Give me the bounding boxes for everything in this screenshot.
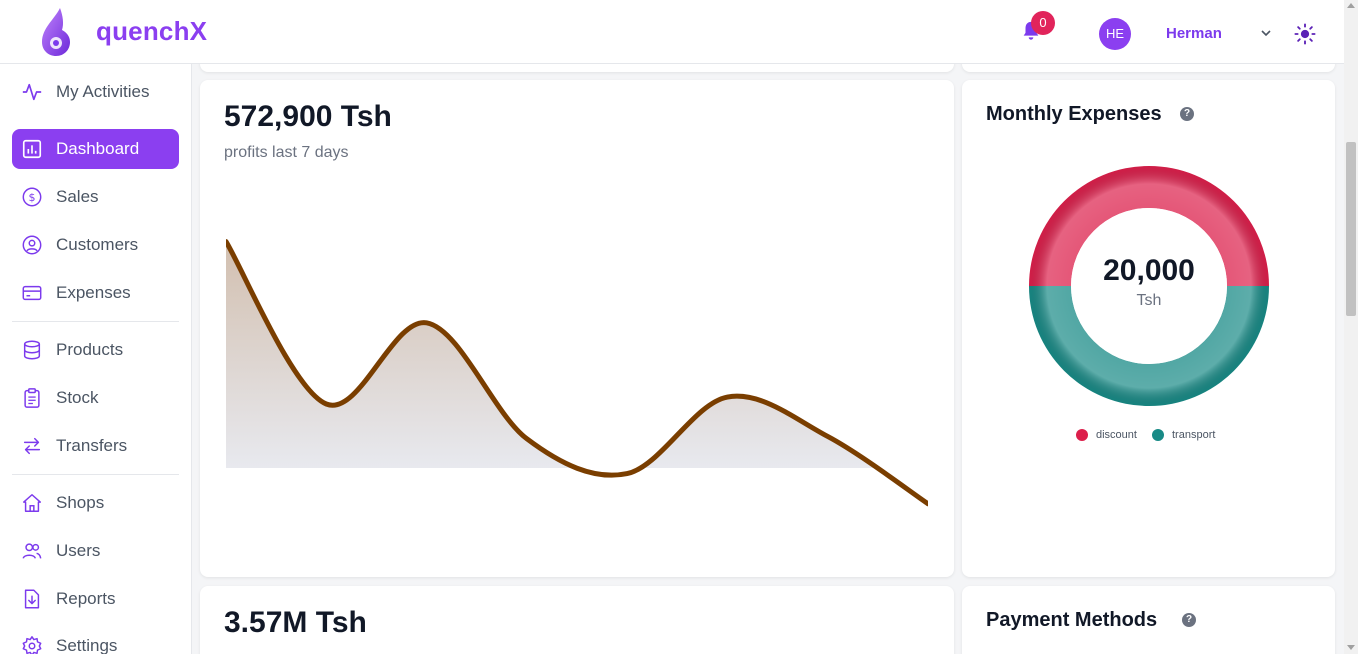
- sidebar-item-products[interactable]: Products: [12, 330, 179, 370]
- sidebar-item-label: Reports: [56, 589, 116, 608]
- sidebar-item-users[interactable]: Users: [12, 531, 179, 571]
- chart-icon: [22, 139, 42, 159]
- sidebar-item-shops[interactable]: Shops: [12, 483, 179, 523]
- sidebar-item-label: Expenses: [56, 283, 131, 302]
- sidebar-divider: [12, 474, 179, 475]
- legend-label: discount: [1096, 429, 1137, 441]
- activity-icon: [22, 83, 42, 101]
- monthly-expenses-title: Monthly Expenses: [986, 103, 1162, 125]
- expenses-donut-chart: [1029, 166, 1269, 406]
- donut-center-value: 20,000: [1103, 254, 1195, 287]
- database-icon: [23, 340, 41, 360]
- sidebar-item-transfers[interactable]: Transfers: [12, 426, 179, 466]
- help-icon[interactable]: ?: [1180, 107, 1194, 121]
- sidebar-item-label: Stock: [56, 388, 99, 407]
- profit-area-chart: [226, 239, 928, 507]
- profit-series-line: [226, 239, 928, 507]
- sidebar-item-sales[interactable]: $ Sales: [12, 177, 179, 217]
- user-avatar[interactable]: HE: [1099, 18, 1131, 50]
- sidebar-item-reports[interactable]: Reports: [12, 579, 179, 619]
- revenue-card: [200, 586, 954, 654]
- user-circle-icon: [22, 235, 42, 255]
- brand-name[interactable]: quenchX: [96, 16, 208, 46]
- scroll-up-arrow-icon[interactable]: [1347, 3, 1355, 8]
- donut-hole: [1071, 208, 1227, 364]
- sidebar-item-label: Dashboard: [56, 139, 140, 158]
- profit-value: 572,900 Tsh: [224, 100, 392, 133]
- quenchx-logo-icon[interactable]: [36, 6, 76, 58]
- page-scrollbar[interactable]: [1344, 0, 1358, 654]
- dollar-icon: $: [22, 187, 42, 207]
- notification-count-badge: 0: [1031, 11, 1055, 35]
- sidebar-item-stock[interactable]: Stock: [12, 378, 179, 418]
- legend-swatch: [1076, 429, 1088, 441]
- username-label[interactable]: Herman: [1166, 25, 1222, 42]
- sidebar-item-label: Settings: [56, 636, 118, 654]
- report-download-icon: [24, 589, 40, 609]
- sidebar-item-dashboard[interactable]: Dashboard: [12, 129, 179, 169]
- chevron-down-icon[interactable]: [1260, 28, 1272, 38]
- profit-label: profits last 7 days: [224, 144, 349, 161]
- payment-methods-title: Payment Methods: [986, 609, 1158, 631]
- sidebar-item-my-activities[interactable]: My Activities: [12, 72, 179, 112]
- sun-icon[interactable]: [1294, 23, 1316, 45]
- sidebar-item-label: Products: [56, 340, 124, 359]
- sidebar-item-label: My Activities: [56, 82, 150, 101]
- sidebar-item-label: Users: [56, 541, 101, 560]
- legend-item-transport[interactable]: transport: [1152, 429, 1215, 441]
- home-icon: [23, 494, 41, 512]
- sidebar-item-settings[interactable]: Settings: [12, 626, 179, 654]
- legend-swatch: [1152, 429, 1164, 441]
- profit-card: [200, 80, 954, 577]
- top-header: quenchX 0 HE Herman: [0, 0, 1344, 64]
- area-fill: [226, 241, 928, 468]
- sidebar-item-label: Sales: [56, 187, 99, 206]
- gear-icon: [22, 636, 42, 654]
- scroll-down-arrow-icon[interactable]: [1347, 645, 1355, 650]
- donut-center-unit: Tsh: [1136, 292, 1162, 309]
- sidebar-item-label: Transfers: [56, 436, 128, 455]
- legend-item-discount[interactable]: discount: [1076, 429, 1137, 441]
- legend-label: transport: [1172, 429, 1216, 441]
- users-icon: [22, 543, 42, 559]
- sidebar-item-label: Customers: [56, 235, 139, 254]
- sidebar-divider: [12, 321, 179, 322]
- revenue-value: 3.57M Tsh: [224, 606, 367, 639]
- sidebar-item-label: Shops: [56, 493, 105, 512]
- sidebar-item-expenses[interactable]: Expenses: [12, 273, 179, 313]
- svg-text:$: $: [29, 191, 36, 204]
- payment-methods-card: [962, 586, 1335, 654]
- sidebar: My Activities Dashboard $ Sales Customer…: [0, 64, 192, 654]
- arrows-exchange-icon: [23, 437, 41, 455]
- scrollbar-thumb[interactable]: [1346, 142, 1356, 316]
- sidebar-item-customers[interactable]: Customers: [12, 225, 179, 265]
- help-icon[interactable]: ?: [1182, 613, 1196, 627]
- clipboard-icon: [24, 388, 40, 408]
- credit-card-icon: [22, 285, 42, 301]
